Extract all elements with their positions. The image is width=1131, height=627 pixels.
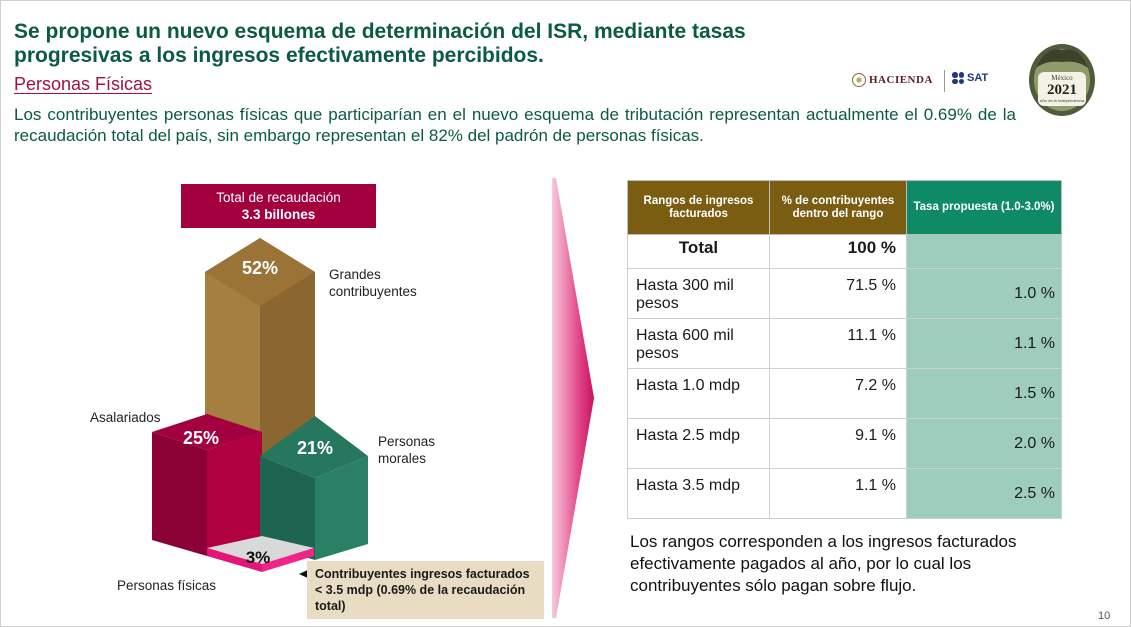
intro-paragraph: Los contribuyentes personas físicas que …	[14, 105, 1016, 145]
table-row: Hasta 3.5 mdp 1.1 % 2.5 %	[627, 468, 1062, 519]
rangos-table: Rangos de ingresos facturados % de contr…	[627, 180, 1062, 519]
row-pct: 1.1 %	[769, 468, 907, 519]
row-range: Hasta 2.5 mdp	[627, 418, 770, 469]
badge-year-text: 2021	[1047, 82, 1077, 98]
total-pct: 100 %	[769, 234, 907, 269]
row-rate: 2.5 %	[906, 468, 1062, 519]
asalariados-label: Asalariados	[90, 410, 161, 425]
fisicas-label: Personas físicas	[117, 578, 217, 593]
fisicas-pct: 3%	[246, 548, 271, 567]
asalariados-pct: 25%	[183, 428, 219, 448]
badge-sub-text: Año de la Independencia	[1040, 98, 1085, 103]
slide-subtitle: Personas Físicas	[14, 74, 153, 94]
cube-morales-right	[315, 456, 368, 560]
row-range: Hasta 600 mil pesos	[627, 318, 770, 369]
table-row: Hasta 1.0 mdp 7.2 % 1.5 %	[627, 368, 1062, 419]
total-recaudacion-box: Total de recaudación 3.3 billones	[181, 184, 376, 228]
slide-title: Se propone un nuevo esquema de determina…	[14, 20, 746, 67]
cube-grandes-left	[205, 272, 260, 464]
cube-morales-top	[260, 416, 368, 478]
table-row: Hasta 300 mil pesos 71.5 % 1.0 %	[627, 268, 1062, 319]
header-tasa: Tasa propuesta (1.0-3.0%)	[906, 180, 1062, 235]
hacienda-seal-icon	[852, 73, 866, 87]
row-rate: 1.5 %	[906, 368, 1062, 419]
row-rate: 2.0 %	[906, 418, 1062, 469]
table-row: Hasta 600 mil pesos 11.1 % 1.1 %	[627, 318, 1062, 369]
badge-top-text: México	[1051, 74, 1073, 82]
row-pct: 7.2 %	[769, 368, 907, 419]
cube-morales-left	[260, 456, 315, 560]
sat-dots-icon	[952, 72, 964, 84]
logo-divider	[944, 70, 945, 92]
hacienda-logo: HACIENDA	[852, 70, 938, 90]
row-rate: 1.1 %	[906, 318, 1062, 369]
row-pct: 11.1 %	[769, 318, 907, 369]
rangos-note: Los rangos corresponden a los ingresos f…	[630, 532, 1017, 595]
fisicas-callout: Contribuyentes ingresos facturados < 3.5…	[307, 561, 544, 619]
row-range: Hasta 300 mil pesos	[627, 268, 770, 319]
cube-asalariados-left	[152, 432, 207, 556]
row-pct: 71.5 %	[769, 268, 907, 319]
recaudacion-cubes-chart: 52% 25% 21% 3%	[152, 238, 368, 580]
grandes-pct: 52%	[242, 258, 278, 278]
header-rangos: Rangos de ingresos facturados	[627, 180, 770, 235]
cube-fisicas-left	[207, 548, 262, 572]
total-recaudacion-label: Total de recaudación	[216, 190, 341, 205]
total-label: Total	[627, 234, 770, 269]
table-row: Hasta 2.5 mdp 9.1 % 2.0 %	[627, 418, 1062, 469]
row-range: Hasta 1.0 mdp	[627, 368, 770, 419]
table-header-row: Rangos de ingresos facturados % de contr…	[627, 180, 1062, 235]
cube-fisicas-right	[262, 548, 314, 572]
total-rate	[906, 234, 1062, 269]
row-rate: 1.0 %	[906, 268, 1062, 319]
cube-grandes-right	[260, 272, 315, 464]
sat-logo-text: SAT	[967, 72, 989, 84]
total-recaudacion-value: 3.3 billones	[241, 207, 316, 222]
row-range: Hasta 3.5 mdp	[627, 468, 770, 519]
header-pct: % de contribuyentes dentro del rango	[769, 180, 907, 235]
grandes-label: Grandes contribuyentes	[329, 267, 417, 299]
mexico-2021-badge: México 2021 Año de la Independencia	[1029, 44, 1095, 116]
morales-label: Personas morales	[378, 434, 436, 466]
morales-pct: 21%	[297, 438, 333, 458]
row-pct: 9.1 %	[769, 418, 907, 469]
table-row-total: Total 100 %	[627, 234, 1062, 269]
hacienda-logo-text: HACIENDA	[869, 74, 933, 86]
sat-logo: SAT	[952, 72, 988, 84]
chevron-divider-icon	[552, 178, 594, 618]
cube-asalariados-right	[207, 432, 262, 556]
page-number: 10	[1098, 610, 1111, 622]
cube-fisicas-top	[207, 536, 314, 564]
